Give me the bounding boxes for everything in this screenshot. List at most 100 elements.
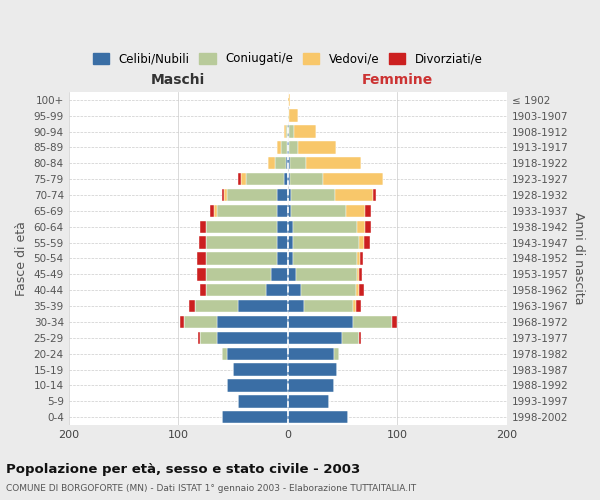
Bar xyxy=(289,126,294,138)
Bar xyxy=(287,110,289,122)
Bar xyxy=(199,236,206,249)
Bar xyxy=(365,220,371,233)
Bar xyxy=(286,126,287,138)
Bar xyxy=(200,332,217,344)
Bar xyxy=(323,173,383,186)
Bar xyxy=(353,316,392,328)
Bar xyxy=(290,157,307,170)
Text: Popolazione per età, sesso e stato civile - 2003: Popolazione per età, sesso e stato civil… xyxy=(6,462,360,475)
Bar xyxy=(198,332,200,344)
Bar xyxy=(238,300,287,312)
Bar xyxy=(210,204,214,217)
Bar xyxy=(356,220,365,233)
Bar xyxy=(291,189,335,201)
Bar xyxy=(287,173,290,186)
Bar xyxy=(335,189,373,201)
Bar xyxy=(287,141,289,154)
Bar xyxy=(287,332,343,344)
Bar xyxy=(238,395,287,407)
Bar xyxy=(290,173,323,186)
Bar xyxy=(293,220,356,233)
Bar xyxy=(346,204,365,217)
Bar xyxy=(284,173,287,186)
Bar xyxy=(224,189,227,201)
Bar xyxy=(194,300,238,312)
Bar xyxy=(184,316,217,328)
Bar xyxy=(206,220,277,233)
Bar xyxy=(222,411,287,424)
Bar xyxy=(227,189,277,201)
Bar xyxy=(356,252,360,264)
Bar xyxy=(284,126,286,138)
Bar xyxy=(287,411,348,424)
Bar xyxy=(222,189,224,201)
Bar xyxy=(289,110,298,122)
Bar xyxy=(197,268,206,280)
Bar xyxy=(307,157,361,170)
Bar xyxy=(275,157,286,170)
Bar xyxy=(197,252,206,264)
Bar xyxy=(287,284,301,296)
Bar xyxy=(291,204,346,217)
Bar xyxy=(287,236,293,249)
Bar xyxy=(287,189,291,201)
Bar xyxy=(227,380,287,392)
Bar xyxy=(287,300,304,312)
Bar xyxy=(277,204,287,217)
Bar xyxy=(287,268,296,280)
Bar xyxy=(359,284,364,296)
Bar xyxy=(206,284,266,296)
Bar xyxy=(287,220,293,233)
Bar xyxy=(359,268,362,280)
Bar xyxy=(206,252,277,264)
Bar xyxy=(287,252,293,264)
Bar xyxy=(343,332,359,344)
Bar xyxy=(227,348,287,360)
Bar xyxy=(287,126,289,138)
Y-axis label: Anni di nascita: Anni di nascita xyxy=(572,212,585,304)
Bar xyxy=(294,126,316,138)
Bar xyxy=(233,364,287,376)
Bar xyxy=(287,204,291,217)
Legend: Celibi/Nubili, Coniugati/e, Vedovi/e, Divorziati/e: Celibi/Nubili, Coniugati/e, Vedovi/e, Di… xyxy=(88,48,487,70)
Bar xyxy=(365,204,371,217)
Bar xyxy=(181,316,184,328)
Bar xyxy=(373,189,376,201)
Text: Femmine: Femmine xyxy=(362,73,433,87)
Bar xyxy=(206,236,277,249)
Bar xyxy=(359,332,361,344)
Text: Maschi: Maschi xyxy=(151,73,205,87)
Bar xyxy=(364,236,370,249)
Bar xyxy=(356,300,361,312)
Y-axis label: Fasce di età: Fasce di età xyxy=(15,221,28,296)
Bar xyxy=(301,284,356,296)
Bar xyxy=(277,220,287,233)
Bar xyxy=(296,268,356,280)
Bar xyxy=(287,348,334,360)
Bar xyxy=(277,141,281,154)
Bar xyxy=(353,300,356,312)
Bar xyxy=(286,157,287,170)
Bar xyxy=(277,189,287,201)
Bar xyxy=(356,284,359,296)
Bar xyxy=(271,268,287,280)
Bar xyxy=(293,252,356,264)
Bar xyxy=(287,364,337,376)
Bar xyxy=(268,157,275,170)
Bar xyxy=(287,395,329,407)
Bar xyxy=(217,316,287,328)
Bar xyxy=(277,252,287,264)
Bar xyxy=(200,284,206,296)
Bar xyxy=(287,380,334,392)
Bar xyxy=(246,173,284,186)
Bar xyxy=(287,316,353,328)
Bar xyxy=(304,300,353,312)
Bar xyxy=(200,220,206,233)
Bar xyxy=(266,284,287,296)
Bar xyxy=(189,300,194,312)
Bar xyxy=(217,204,277,217)
Bar xyxy=(392,316,397,328)
Bar xyxy=(334,348,339,360)
Bar xyxy=(222,348,227,360)
Bar xyxy=(293,236,359,249)
